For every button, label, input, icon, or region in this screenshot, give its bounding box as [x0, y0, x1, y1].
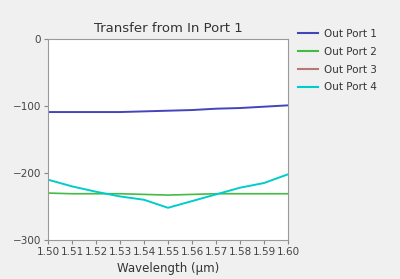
- Legend: Out Port 1, Out Port 2, Out Port 3, Out Port 4: Out Port 1, Out Port 2, Out Port 3, Out …: [298, 29, 376, 92]
- X-axis label: Wavelength (μm): Wavelength (μm): [117, 263, 219, 275]
- Title: Transfer from In Port 1: Transfer from In Port 1: [94, 22, 242, 35]
